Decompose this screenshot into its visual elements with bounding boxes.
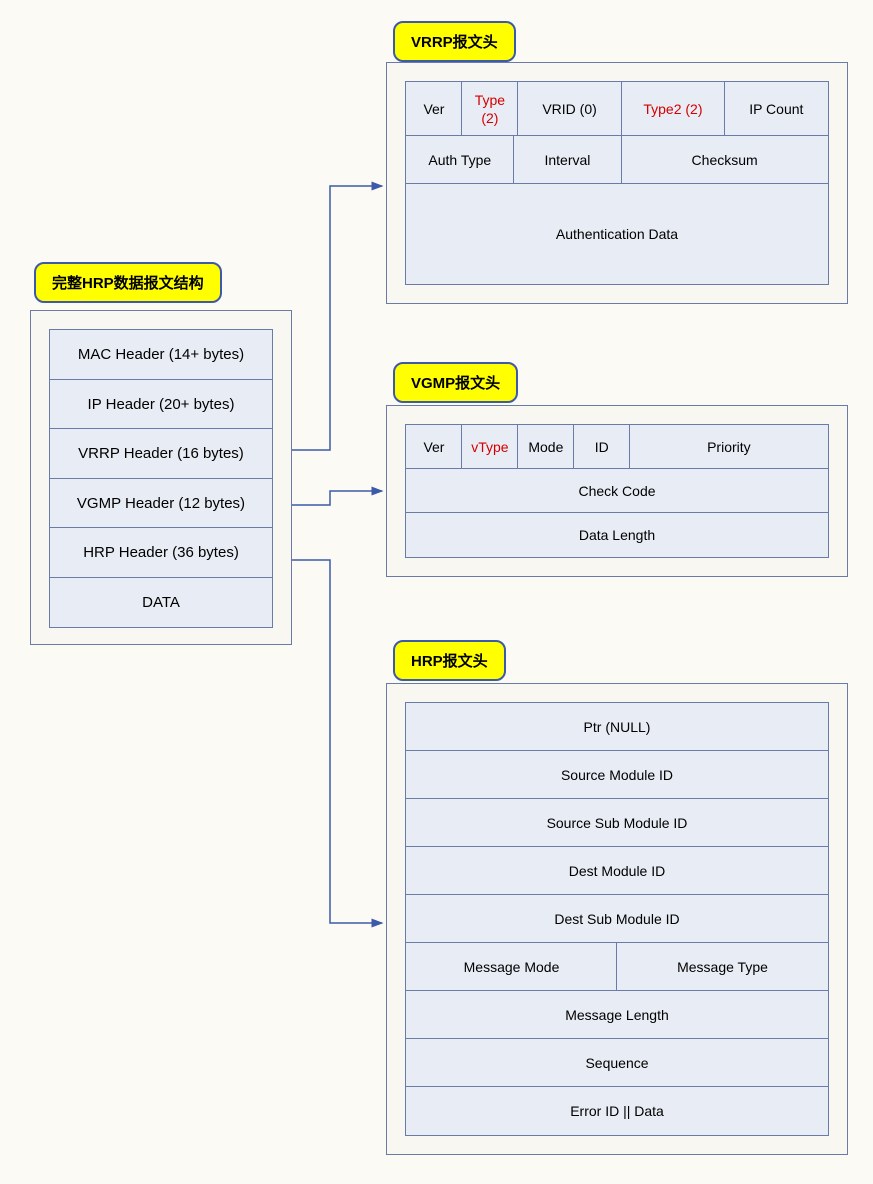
vrrp-table-row-1: Auth TypeIntervalChecksum	[406, 136, 828, 184]
main-row-5: DATA	[49, 577, 273, 628]
vgmp-table-cell-0-3: ID	[573, 424, 630, 470]
vrrp-table-cell-1-0: Auth Type	[405, 135, 514, 185]
vgmp-label-text: VGMP报文头	[411, 375, 500, 392]
hrp-table-cell-1-0: Source Module ID	[405, 750, 829, 800]
hrp-table-cell-4-0: Dest Sub Module ID	[405, 894, 829, 944]
hrp-table-cell-6-0: Message Length	[405, 990, 829, 1040]
main-row-2: VRRP Header (16 bytes)	[49, 428, 273, 479]
vgmp-table: VervTypeModeIDPriorityCheck CodeData Len…	[405, 424, 829, 558]
hrp-table-row-5: Message ModeMessage Type	[406, 943, 828, 991]
hrp-table-cell-3-0: Dest Module ID	[405, 846, 829, 896]
hrp-table-cell-0-0: Ptr (NULL)	[405, 702, 829, 752]
vgmp-table-cell-2-0: Data Length	[405, 512, 829, 558]
hrp-table-row-4: Dest Sub Module ID	[406, 895, 828, 943]
vrrp-container: VerType (2)VRID (0)Type2 (2)IP CountAuth…	[386, 62, 848, 304]
hrp-table: Ptr (NULL)Source Module IDSource Sub Mod…	[405, 702, 829, 1136]
vrrp-table-row-0: VerType (2)VRID (0)Type2 (2)IP Count	[406, 82, 828, 136]
vgmp-table-cell-0-1: vType	[461, 424, 518, 470]
hrp-label-text: HRP报文头	[411, 653, 488, 670]
main-label: 完整HRP数据报文结构	[34, 262, 222, 303]
vrrp-label: VRRP报文头	[393, 21, 516, 62]
vrrp-table-cell-0-1: Type (2)	[461, 81, 518, 137]
vgmp-table-row-1: Check Code	[406, 469, 828, 513]
main-container: MAC Header (14+ bytes)IP Header (20+ byt…	[30, 310, 292, 645]
arrow-0	[292, 186, 382, 450]
vrrp-table-cell-0-0: Ver	[405, 81, 462, 137]
hrp-table-row-6: Message Length	[406, 991, 828, 1039]
hrp-table-cell-8-0: Error ID || Data	[405, 1086, 829, 1136]
arrow-1	[292, 491, 382, 505]
main-row-1: IP Header (20+ bytes)	[49, 379, 273, 430]
main-stack: MAC Header (14+ bytes)IP Header (20+ byt…	[49, 329, 273, 628]
hrp-table-row-8: Error ID || Data	[406, 1087, 828, 1135]
hrp-table-row-1: Source Module ID	[406, 751, 828, 799]
hrp-table-row-0: Ptr (NULL)	[406, 703, 828, 751]
vgmp-table-cell-0-4: Priority	[629, 424, 829, 470]
vgmp-label: VGMP报文头	[393, 362, 518, 403]
vrrp-table-cell-0-4: IP Count	[724, 81, 829, 137]
vrrp-table-cell-0-3: Type2 (2)	[621, 81, 726, 137]
vgmp-table-row-0: VervTypeModeIDPriority	[406, 425, 828, 469]
vrrp-label-text: VRRP报文头	[411, 34, 498, 51]
hrp-table-row-7: Sequence	[406, 1039, 828, 1087]
main-row-3: VGMP Header (12 bytes)	[49, 478, 273, 529]
hrp-table-row-3: Dest Module ID	[406, 847, 828, 895]
arrow-2	[292, 560, 382, 923]
vgmp-table-cell-0-0: Ver	[405, 424, 462, 470]
hrp-container: Ptr (NULL)Source Module IDSource Sub Mod…	[386, 683, 848, 1155]
vrrp-table: VerType (2)VRID (0)Type2 (2)IP CountAuth…	[405, 81, 829, 285]
hrp-table-cell-5-0: Message Mode	[405, 942, 618, 992]
vrrp-table-row-2: Authentication Data	[406, 184, 828, 284]
main-label-text: 完整HRP数据报文结构	[52, 275, 204, 292]
vrrp-table-cell-2-0: Authentication Data	[405, 183, 829, 285]
vrrp-table-cell-1-1: Interval	[513, 135, 622, 185]
hrp-table-cell-5-1: Message Type	[616, 942, 829, 992]
vgmp-table-cell-0-2: Mode	[517, 424, 574, 470]
vrrp-table-cell-1-2: Checksum	[621, 135, 829, 185]
vgmp-table-cell-1-0: Check Code	[405, 468, 829, 514]
main-row-4: HRP Header (36 bytes)	[49, 527, 273, 578]
hrp-table-row-2: Source Sub Module ID	[406, 799, 828, 847]
vgmp-table-row-2: Data Length	[406, 513, 828, 557]
vgmp-container: VervTypeModeIDPriorityCheck CodeData Len…	[386, 405, 848, 577]
hrp-table-cell-2-0: Source Sub Module ID	[405, 798, 829, 848]
main-row-0: MAC Header (14+ bytes)	[49, 329, 273, 380]
vrrp-table-cell-0-2: VRID (0)	[517, 81, 622, 137]
hrp-table-cell-7-0: Sequence	[405, 1038, 829, 1088]
hrp-label: HRP报文头	[393, 640, 506, 681]
